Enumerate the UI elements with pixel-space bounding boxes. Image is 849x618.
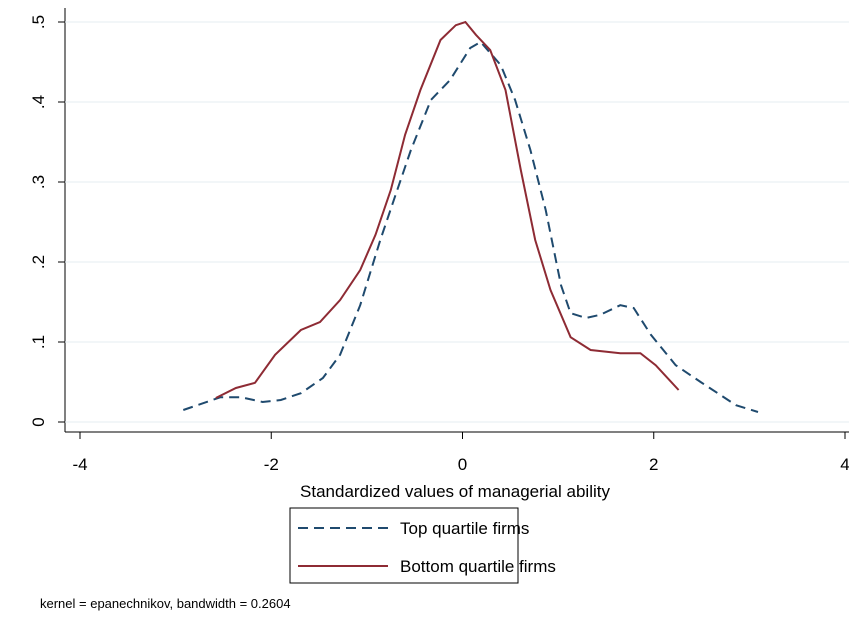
legend-label: Bottom quartile firms [400, 557, 556, 576]
y-tick-label: .1 [29, 335, 48, 349]
series-line [215, 20, 680, 399]
legend-label: Top quartile firms [400, 519, 529, 538]
y-tick-label: .3 [29, 175, 48, 189]
y-tick-label: .4 [29, 95, 48, 109]
note: kernel = epanechnikov, bandwidth = 0.260… [40, 596, 291, 611]
x-tick-label: 2 [649, 455, 658, 474]
y-tick-label: 0 [29, 417, 48, 426]
y-tick-label: .5 [29, 15, 48, 29]
y-tick-label: .2 [29, 255, 48, 269]
x-tick-label: 0 [458, 455, 467, 474]
x-tick-label: -4 [72, 455, 87, 474]
x-axis-label: Standardized values of managerial abilit… [300, 482, 610, 501]
x-tick-label: -2 [264, 455, 279, 474]
series-line [182, 40, 759, 413]
x-tick-label: 4 [840, 455, 849, 474]
legend [289, 507, 519, 584]
